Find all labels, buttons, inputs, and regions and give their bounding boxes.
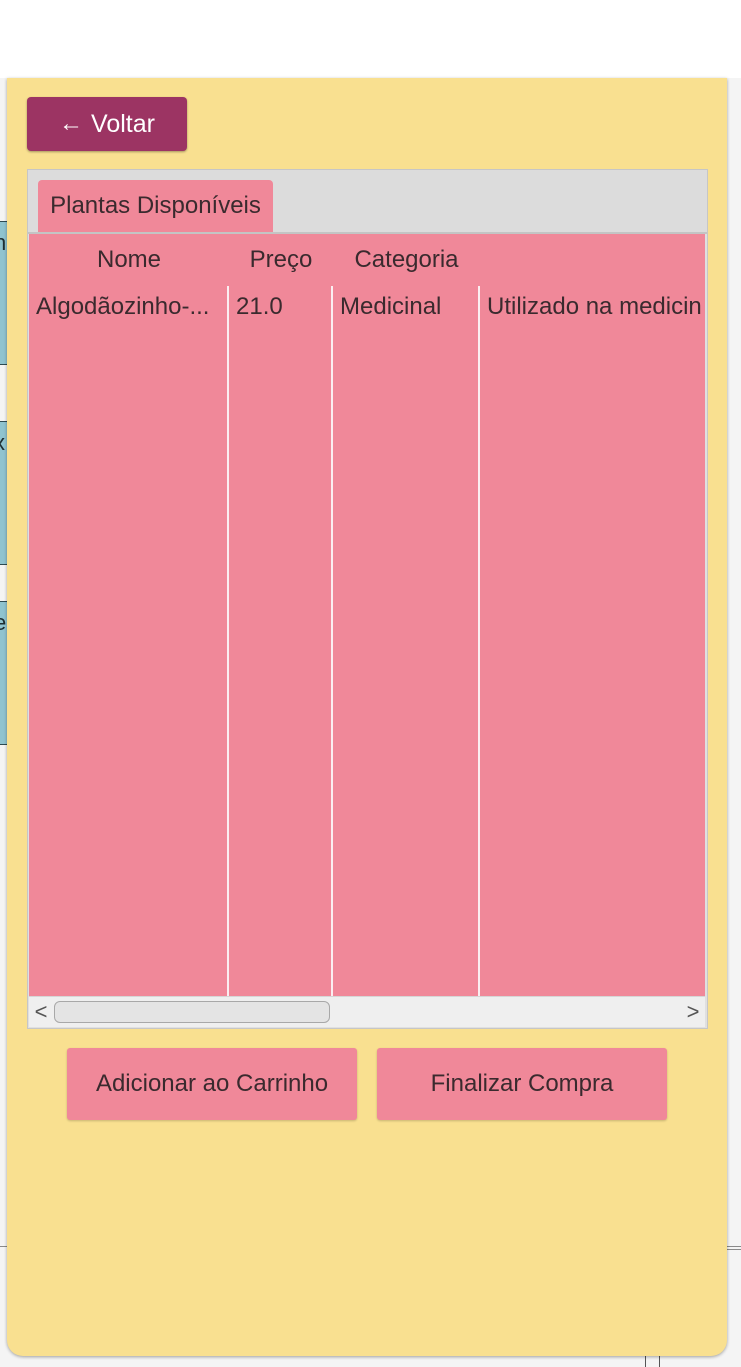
back-button-label: Voltar xyxy=(91,109,155,138)
scroll-right-icon[interactable]: > xyxy=(686,999,700,1024)
table-cell-categoria: Medicinal xyxy=(340,293,442,320)
tab-pane: Plantas Disponíveis Nome Preço Categoria… xyxy=(27,169,708,1029)
tab-label: Plantas Disponíveis xyxy=(50,192,261,219)
back-button[interactable]: ← Voltar xyxy=(27,97,187,151)
background-panel-1: n xyxy=(0,221,8,365)
column-header-preco[interactable]: Preço xyxy=(249,246,313,273)
background-panel-2: x xyxy=(0,421,8,565)
column-divider xyxy=(227,286,229,996)
column-divider xyxy=(331,286,333,996)
column-header-descricao[interactable] xyxy=(480,234,705,286)
background-divider xyxy=(659,1355,660,1367)
tab-plantas-disponiveis[interactable]: Plantas Disponíveis xyxy=(38,180,273,232)
background-panel-3: e xyxy=(0,601,8,745)
left-arrow-icon: ← xyxy=(59,110,84,137)
background-divider xyxy=(0,1246,8,1247)
background-glyph: e xyxy=(0,610,6,636)
background-glyph: x xyxy=(0,430,5,456)
table-cell-descricao: Utilizado na medicin xyxy=(487,293,702,320)
scroll-left-icon[interactable]: < xyxy=(34,999,48,1024)
background-glyph: n xyxy=(0,230,6,256)
plants-table[interactable]: Nome Preço Categoria Algodãozinho-... 21… xyxy=(29,234,705,996)
column-header-categoria[interactable]: Categoria xyxy=(354,246,459,273)
horizontal-scrollbar[interactable]: < > xyxy=(29,996,705,1027)
plant-shop-dialog: ← Voltar Plantas Disponíveis Nome Preço … xyxy=(7,78,727,1356)
tab-header: Plantas Disponíveis xyxy=(28,170,707,234)
background-divider xyxy=(645,1355,646,1367)
scrollbar-thumb[interactable] xyxy=(54,1001,330,1023)
checkout-button[interactable]: Finalizar Compra xyxy=(377,1048,667,1120)
column-divider xyxy=(478,286,480,996)
column-header-nome[interactable]: Nome xyxy=(96,246,162,273)
table-cell-nome: Algodãozinho-... xyxy=(36,293,210,320)
background-divider xyxy=(725,1246,741,1250)
table-cell-preco: 21.0 xyxy=(236,293,283,320)
add-to-cart-button[interactable]: Adicionar ao Carrinho xyxy=(67,1048,357,1120)
table-header: Nome Preço Categoria xyxy=(29,234,705,286)
